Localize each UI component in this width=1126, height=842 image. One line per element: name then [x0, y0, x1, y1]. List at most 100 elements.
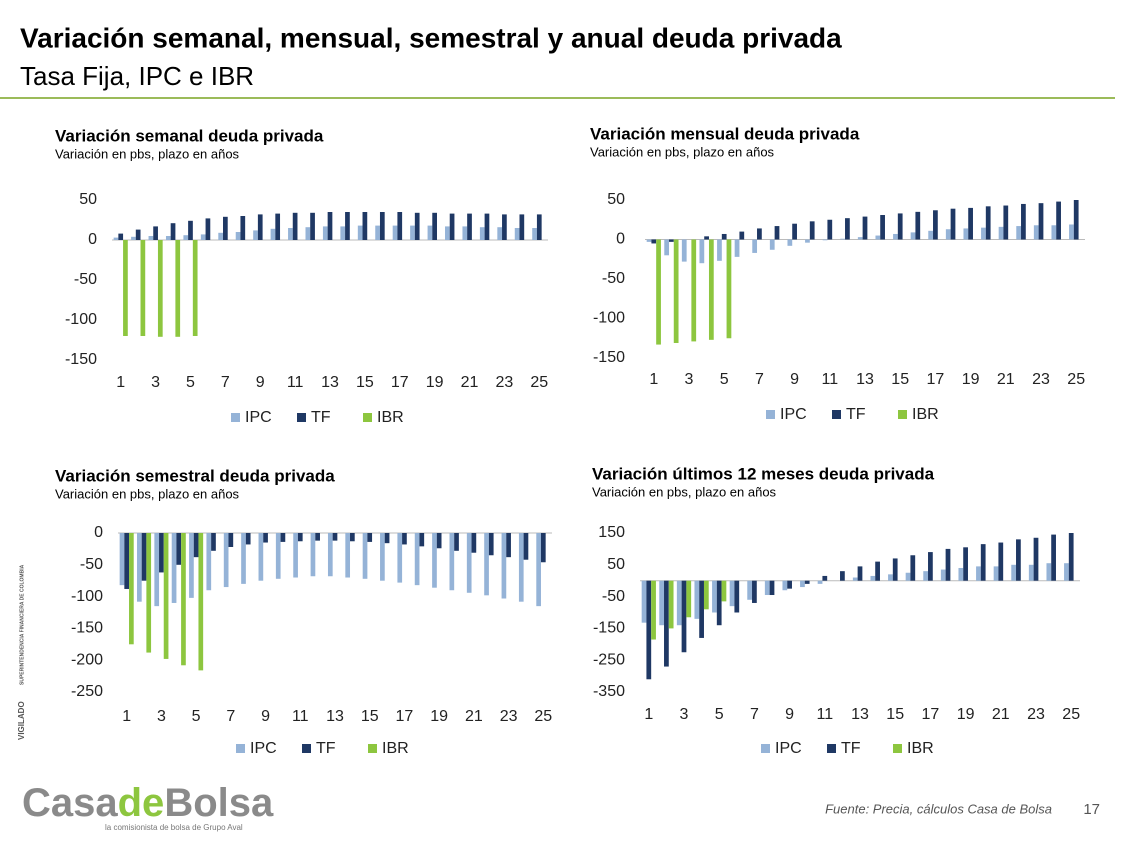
x-tick-label: 1	[644, 706, 653, 723]
bar	[958, 567, 964, 581]
bar	[752, 239, 758, 253]
bar	[270, 228, 276, 240]
bar	[721, 233, 727, 240]
bar	[240, 216, 246, 240]
x-tick-label: 23	[1027, 706, 1045, 723]
bar	[703, 580, 709, 610]
bar	[1003, 205, 1009, 240]
bar	[664, 239, 670, 256]
bar	[817, 580, 823, 584]
bar	[253, 230, 258, 240]
bar	[950, 208, 956, 240]
bar	[699, 239, 705, 264]
chart-subtitle: Variación en pbs, plazo en años	[55, 486, 240, 501]
x-tick-label: 1	[122, 708, 131, 725]
x-tick-label: 13	[326, 708, 344, 725]
bar	[135, 229, 141, 240]
bar	[419, 533, 425, 547]
bar	[651, 239, 657, 244]
bar	[822, 239, 828, 241]
bar	[1016, 539, 1021, 581]
bar	[223, 216, 228, 240]
bar	[131, 236, 136, 240]
bar	[933, 210, 938, 240]
bar	[218, 232, 224, 240]
bar	[1073, 200, 1079, 240]
y-tick-label: -50	[602, 270, 625, 287]
bar	[963, 547, 968, 581]
chart-title: Variación semestral deuda privada	[55, 466, 335, 485]
bar	[502, 214, 507, 240]
bar	[928, 230, 934, 240]
page-number: 17	[1083, 801, 1100, 818]
logo-part: Bolsa	[164, 781, 274, 825]
bar	[123, 240, 128, 336]
bar	[445, 226, 450, 240]
bar	[734, 239, 740, 257]
bar	[1051, 225, 1057, 240]
bar	[862, 216, 868, 240]
bar	[157, 240, 163, 337]
x-tick-label: 13	[851, 706, 869, 723]
vigilado: VIGILADO	[17, 701, 26, 740]
bar	[497, 227, 503, 240]
bar	[454, 533, 459, 551]
bar	[141, 533, 147, 581]
bar	[1051, 534, 1056, 581]
x-tick-label: 25	[534, 708, 552, 725]
x-tick-label: 9	[785, 706, 794, 723]
bar	[712, 580, 717, 613]
bar	[118, 233, 124, 240]
x-tick-label: 21	[461, 374, 479, 391]
y-tick-label: -100	[593, 310, 625, 327]
bar	[322, 226, 328, 240]
bar	[845, 218, 850, 240]
x-tick-label: 11	[816, 706, 833, 723]
bar	[981, 227, 986, 240]
legend-label: IBR	[382, 740, 409, 757]
x-tick-label: 5	[192, 708, 201, 725]
x-tick-label: 17	[922, 706, 940, 723]
bar	[747, 580, 753, 600]
bar	[1011, 564, 1017, 581]
x-tick-label: 23	[1032, 371, 1050, 388]
bar	[375, 225, 380, 240]
bar	[310, 533, 316, 577]
slide-title: Variación semanal, mensual, semestral y …	[20, 22, 842, 53]
bar	[656, 239, 661, 345]
bar	[915, 211, 921, 240]
logo-tagline: la comisionista de bolsa de Grupo Aval	[105, 823, 243, 832]
bar	[1046, 563, 1052, 581]
bar	[681, 580, 687, 653]
x-tick-label: 11	[821, 371, 838, 388]
legend-label: IPC	[780, 406, 807, 423]
legend-swatch	[231, 413, 240, 422]
bar	[188, 220, 193, 240]
y-tick-label: -100	[65, 311, 97, 328]
bar	[379, 212, 385, 240]
x-tick-label: 13	[856, 371, 874, 388]
x-tick-label: 9	[256, 374, 265, 391]
bar	[769, 239, 775, 250]
bar	[532, 228, 537, 240]
bar	[699, 580, 704, 638]
bar	[181, 533, 186, 666]
bar	[484, 213, 490, 240]
x-tick-label: 3	[685, 371, 694, 388]
bar	[345, 212, 350, 240]
y-tick-label: -250	[71, 683, 103, 700]
bar	[175, 240, 181, 337]
bar	[897, 213, 903, 240]
x-tick-label: 7	[226, 708, 235, 725]
bar	[518, 533, 524, 602]
bar	[729, 580, 735, 607]
legend-swatch	[832, 410, 841, 419]
bar	[928, 552, 933, 581]
bar	[669, 239, 674, 242]
bar	[945, 229, 951, 240]
x-tick-label: 1	[116, 374, 125, 391]
legend-label: IPC	[775, 740, 802, 757]
bar	[292, 212, 298, 240]
bar	[536, 533, 541, 607]
bar	[357, 225, 363, 240]
